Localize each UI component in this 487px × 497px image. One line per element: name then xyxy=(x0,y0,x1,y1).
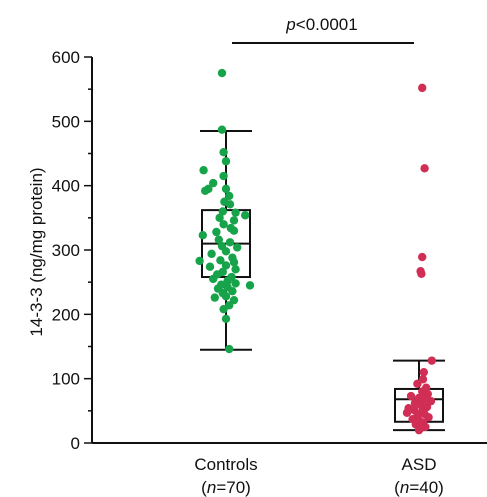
controls-data-point xyxy=(231,208,240,217)
y-tick-label: 500 xyxy=(52,112,80,131)
y-tick-label: 100 xyxy=(52,370,80,389)
controls-data-point xyxy=(214,235,223,244)
controls-data-point xyxy=(209,274,218,284)
controls-data-point xyxy=(221,184,231,194)
n-label-part: =40) xyxy=(409,478,444,497)
controls-data-point xyxy=(221,292,231,301)
n-label-part: ( xyxy=(201,478,207,497)
n-label-part: ( xyxy=(394,478,400,497)
controls-data-point xyxy=(219,148,228,157)
y-axis-label: 14-3-3 (ng/mg protein) xyxy=(27,167,46,336)
asd-data-point xyxy=(424,413,433,422)
y-tick-label: 200 xyxy=(52,305,80,324)
controls-data-point xyxy=(218,207,227,216)
controls-data-point xyxy=(225,191,234,201)
controls-data-point xyxy=(241,211,250,220)
controls-data-point xyxy=(229,226,239,235)
controls-data-point xyxy=(233,243,242,252)
controls-data-point xyxy=(221,314,231,324)
controls-data-point xyxy=(210,293,219,302)
controls-data-point xyxy=(225,238,235,247)
axes: 0 100 200 300 400 500 600 14-3-3 (ng/mg protein… xyxy=(27,48,487,453)
controls-data-point xyxy=(195,256,204,266)
n-label-part: n xyxy=(400,478,409,497)
controls-data-point xyxy=(221,261,231,270)
controls-data-point xyxy=(219,171,228,181)
controls-data-point xyxy=(221,247,231,256)
significance-annotation: p<0.0001 xyxy=(232,15,414,44)
controls-data-point xyxy=(229,216,239,225)
controls-data-point xyxy=(215,213,224,223)
n-label-part: n xyxy=(207,478,216,497)
data-points xyxy=(195,68,436,435)
controls-data-point xyxy=(219,220,228,229)
asd-data-point xyxy=(414,425,424,435)
asd-data-point xyxy=(416,400,425,410)
asd-data-point xyxy=(418,252,427,262)
controls-category-label: Controls xyxy=(194,455,257,474)
controls-data-point xyxy=(212,227,221,237)
asd-data-point xyxy=(417,269,426,279)
controls-data-point xyxy=(209,178,218,188)
controls-data-point xyxy=(216,256,225,265)
asd-data-point xyxy=(418,375,428,384)
controls-data-point xyxy=(231,279,240,288)
category-labels: Controls(n=70)ASD(n=40) xyxy=(194,455,443,497)
asd-data-point xyxy=(406,391,416,401)
controls-data-point xyxy=(219,304,228,314)
asd-data-point xyxy=(420,164,429,173)
controls-data-point xyxy=(225,344,234,354)
controls-data-point xyxy=(205,262,215,271)
controls-data-point xyxy=(217,125,227,134)
p-symbol: p xyxy=(285,15,295,34)
asd-data-point xyxy=(427,356,436,365)
asd-data-point xyxy=(413,379,422,389)
asd-data-point xyxy=(418,83,427,93)
y-tick-label: 0 xyxy=(71,434,80,453)
controls-data-point xyxy=(221,157,231,166)
controls-data-point xyxy=(201,186,210,196)
n-label-part: =70) xyxy=(216,478,251,497)
asd-data-point xyxy=(402,408,412,417)
controls-data-point xyxy=(199,166,208,175)
controls-data-point xyxy=(245,281,255,290)
asd-data-point xyxy=(419,368,428,377)
controls-data-point xyxy=(229,258,239,267)
y-tick-label: 300 xyxy=(52,241,80,260)
y-tick-label: 400 xyxy=(52,177,80,196)
controls-data-point xyxy=(225,200,235,209)
controls-n-label: (n=70) xyxy=(201,478,251,497)
asd-n-label: (n=40) xyxy=(394,478,444,497)
controls-data-point xyxy=(231,265,240,274)
controls-data-point xyxy=(223,276,232,286)
controls-data-point xyxy=(228,286,237,296)
asd-category-label: ASD xyxy=(402,455,437,474)
controls-data-point xyxy=(198,231,207,240)
p-value: <0.0001 xyxy=(296,15,358,34)
y-tick-label: 600 xyxy=(52,48,80,67)
controls-data-point xyxy=(217,68,227,78)
controls-data-point xyxy=(207,249,216,259)
p-value-label: p<0.0001 xyxy=(285,15,357,34)
